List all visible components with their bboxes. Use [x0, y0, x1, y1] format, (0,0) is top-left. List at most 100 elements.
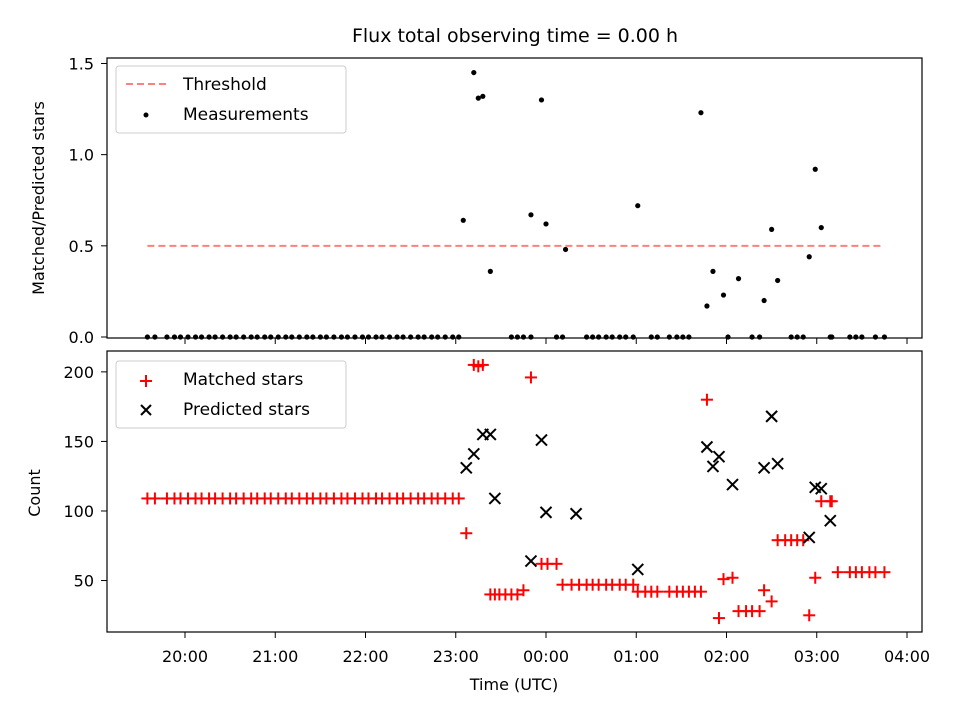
- measurement-point: [241, 334, 247, 340]
- measurement-point: [800, 334, 806, 340]
- measurement-point: [666, 334, 672, 340]
- measurement-point: [847, 334, 853, 340]
- measurement-point: [220, 334, 226, 340]
- measurement-point: [487, 268, 493, 274]
- measurement-point: [283, 334, 289, 340]
- measurement-point: [429, 334, 435, 340]
- x-axis-label: Time (UTC): [469, 675, 558, 694]
- measurement-point: [769, 226, 775, 233]
- measurement-point: [635, 203, 641, 209]
- matched-star-marker: [550, 557, 563, 570]
- bottom-panel: 50 100 150 200 20:00 21:00 22:00 23:00 00:00 01:…: [25, 350, 930, 694]
- bottom-x-tick-label: 02:00: [703, 647, 749, 666]
- matched-star-marker: [511, 588, 524, 601]
- measurement-point: [365, 334, 372, 340]
- measurement-point: [704, 303, 710, 309]
- measurement-point: [460, 217, 466, 223]
- predicted-star-marker: [815, 482, 828, 495]
- matched-star-marker: [758, 584, 771, 597]
- top-panel: 0.0 0.5 1.0 1.5 Matched/Predicted stars Thr…: [29, 54, 923, 347]
- measurement-point: [859, 334, 865, 340]
- measurement-point: [794, 334, 800, 340]
- predicted-star-marker: [631, 563, 644, 576]
- predicted-star-marker: [803, 531, 816, 544]
- bottom-y-axis-label: Count: [25, 469, 44, 517]
- measurement-point: [338, 334, 345, 340]
- matched-star-marker: [524, 371, 537, 384]
- measurement-point: [528, 212, 534, 218]
- measurement-point: [749, 334, 755, 340]
- matched-star-marker: [831, 566, 844, 579]
- measurement-point: [680, 334, 686, 340]
- matched-star-marker: [809, 571, 822, 584]
- bottom-x-tick-label: 04:00: [884, 647, 930, 666]
- measurement-point: [654, 334, 660, 340]
- measurement-point: [152, 334, 158, 340]
- measurement-point: [756, 334, 763, 340]
- top-y-tick-label: 1.5: [69, 54, 94, 73]
- measurement-point: [853, 334, 859, 340]
- measurement-point: [185, 334, 191, 340]
- matched-star-marker: [627, 578, 640, 591]
- measurement-point: [553, 334, 560, 340]
- predicted-star-marker: [460, 461, 473, 475]
- measurement-point: [206, 334, 212, 340]
- top-legend: Threshold Measurements: [115, 65, 347, 134]
- predicted-star-marker: [712, 450, 726, 463]
- bottom-x-tick-label: 03:00: [794, 647, 840, 666]
- measurement-point: [212, 334, 218, 340]
- matched-legend-label: Matched stars: [183, 370, 303, 390]
- measurement-point: [435, 334, 441, 340]
- top-legend-box: [115, 65, 347, 134]
- top-frame: [106, 57, 923, 339]
- bottom-y-tick-label: 100: [63, 502, 94, 521]
- measurement-point: [352, 334, 358, 340]
- bottom-x-tick-label: 00:00: [523, 647, 569, 666]
- measurement-point: [415, 334, 421, 340]
- measurement-point: [262, 334, 268, 340]
- matched-star-marker: [148, 492, 161, 505]
- measurement-point: [373, 334, 379, 340]
- predicted-star-marker: [706, 460, 720, 473]
- chart-title: Flux total observing time = 0.00 h: [352, 25, 678, 47]
- top-y-tick-label: 0.0: [69, 328, 94, 347]
- measurement-point: [386, 334, 393, 340]
- measurement-point: [323, 334, 329, 340]
- matched-star-marker: [452, 492, 465, 505]
- measurement-point: [289, 334, 295, 340]
- predicted-star-marker: [569, 507, 583, 520]
- measurement-point: [514, 334, 521, 340]
- bottom-x-tick-label: 22:00: [342, 647, 388, 666]
- predicted-legend-label: Predicted stars: [183, 400, 310, 420]
- matched-star-marker: [753, 605, 766, 618]
- matched-star-marker: [765, 595, 778, 608]
- measurement-point: [268, 334, 274, 340]
- measurement-point: [559, 334, 566, 340]
- matched-star-marker: [694, 585, 707, 598]
- predicted-star-marker: [771, 457, 784, 470]
- measurement-point: [818, 224, 824, 231]
- measurement-point: [761, 297, 767, 304]
- predicted-star-marker: [824, 514, 837, 527]
- measurements-legend-label: Measurements: [183, 105, 309, 125]
- bottom-x-tick-label: 23:00: [433, 647, 479, 666]
- measurement-point: [475, 95, 481, 101]
- matched-star-marker: [717, 573, 730, 586]
- bottom-x-tick-label: 01:00: [613, 647, 659, 666]
- measurement-point: [144, 334, 150, 340]
- measurement-point: [735, 276, 742, 282]
- measurement-point: [331, 334, 337, 340]
- measurement-point: [359, 334, 366, 340]
- measurement-point: [609, 334, 615, 340]
- measurement-point: [310, 334, 316, 340]
- top-y-axis-label: Matched/Predicted stars: [29, 101, 48, 295]
- measurement-point: [177, 334, 184, 340]
- measurement-point: [720, 292, 727, 298]
- threshold-legend-label: Threshold: [182, 75, 267, 95]
- measurement-point: [872, 334, 879, 340]
- bottom-legend: Matched stars Predicted stars: [115, 360, 347, 429]
- measurement-point: [227, 334, 233, 340]
- predicted-star-marker: [524, 554, 538, 568]
- matched-star-marker: [803, 609, 816, 622]
